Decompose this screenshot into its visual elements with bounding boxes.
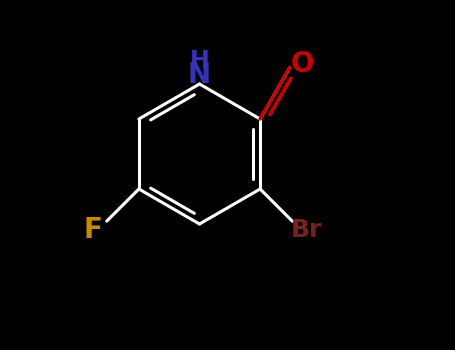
Text: H: H (190, 49, 209, 73)
Text: Br: Br (291, 218, 322, 242)
Text: O: O (290, 50, 314, 78)
Text: F: F (83, 216, 102, 244)
Text: N: N (188, 61, 211, 89)
